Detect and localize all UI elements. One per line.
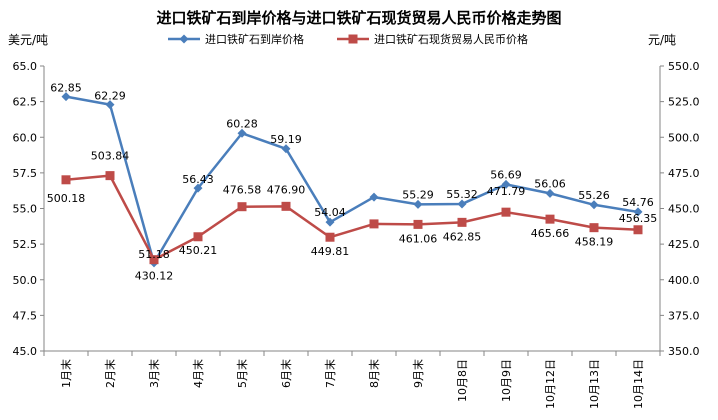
series-1-data-label: 56.43: [182, 173, 214, 186]
series-1-data-label: 55.29: [402, 188, 434, 201]
x-tick-label: 10月8日: [456, 359, 469, 402]
series-2-point: [413, 219, 423, 229]
series-1-point: [501, 179, 511, 189]
series-1-point: [325, 217, 335, 227]
y-tick-left-label: 65.0: [13, 60, 38, 73]
legend-item-series-2: 进口铁矿石现货贸易人民币价格: [337, 32, 528, 46]
y-tick-right-label: 525.0: [668, 96, 700, 109]
series-2-point: [457, 217, 467, 227]
series-2-point: [545, 214, 555, 224]
x-tick-label: 10月13日: [588, 359, 601, 409]
series-1-point: [105, 100, 115, 110]
y-tick-left-label: 52.5: [13, 238, 38, 251]
series-1-point: [457, 199, 467, 209]
series-2-point: [237, 202, 247, 212]
series-2-data-label: 500.18: [47, 192, 86, 205]
x-tick-label: 2月末: [103, 359, 117, 388]
x-tick-label: 1月末: [59, 359, 73, 388]
series-2-point: [149, 255, 159, 265]
series-2-point: [193, 232, 203, 242]
y-tick-left-label: 60.0: [13, 131, 38, 144]
x-tick-label: 6月末: [279, 359, 293, 388]
x-tick-label: 4月末: [191, 359, 205, 388]
axes: 45.0 350.0 47.5 375.0 50.0 400.0 52.5 425.0 55.0…: [13, 60, 700, 409]
series-1-data-label: 62.85: [50, 82, 82, 95]
series-2-point: [633, 225, 643, 235]
y-tick-right-label: 425.0: [668, 238, 700, 251]
y-tick-right-label: 350.0: [668, 345, 700, 358]
series-1-line: [65, 95, 639, 265]
series-2-data-label: 450.21: [179, 244, 218, 257]
x-tick-label: 10月9日: [500, 359, 513, 402]
series-lines: [61, 92, 643, 268]
series-1-point: [589, 200, 599, 210]
series-1-data-label: 55.26: [578, 189, 610, 202]
series-1-point: [237, 128, 247, 138]
series-1-data-label: 51.18: [138, 248, 170, 261]
series-1-data-label: 56.69: [490, 168, 522, 181]
series-1-data-label: 59.19: [270, 133, 302, 146]
series-2-data-label: 430.12: [135, 270, 174, 283]
right-axis-unit: 元/吨: [648, 33, 676, 47]
left-axis-unit: 美元/吨: [8, 33, 48, 47]
series-2-point: [281, 201, 291, 211]
series-2-point: [369, 219, 379, 229]
series-2-point: [325, 232, 335, 242]
legend: 进口铁矿石到岸价格 进口铁矿石现货贸易人民币价格: [168, 32, 528, 46]
data-labels: 62.85 62.29 51.18 56.43 60.28 59.19 54.04 55.29…: [47, 82, 658, 283]
series-2-data-label: 476.58: [223, 184, 262, 197]
series-1-point: [633, 207, 643, 217]
series-2-data-label: 456.35: [619, 212, 658, 225]
series-2-point: [501, 207, 511, 217]
series-1-point: [61, 92, 71, 102]
series-2-line: [65, 174, 639, 261]
y-tick-left-label: 47.5: [13, 309, 38, 322]
y-tick-right-label: 550.0: [668, 60, 700, 73]
x-tick-label: 10月12日: [544, 359, 557, 409]
y-tick-left-label: 62.5: [13, 96, 38, 109]
series-1-point: [545, 188, 555, 198]
series-2-data-label: 462.85: [443, 230, 482, 243]
legend-item-series-1: 进口铁矿石到岸价格: [168, 32, 304, 46]
series-2-data-label: 476.90: [267, 183, 306, 196]
series-1-point: [193, 183, 203, 193]
series-1-data-label: 56.06: [534, 177, 566, 190]
series-1-point: [281, 144, 291, 154]
series-2-data-label: 461.06: [399, 232, 438, 245]
series-1-data-label: 60.28: [226, 117, 258, 130]
legend-label-series-1: 进口铁矿石到岸价格: [205, 32, 304, 46]
y-tick-left-label: 50.0: [13, 274, 38, 287]
y-tick-right-label: 375.0: [668, 309, 700, 322]
series-1-data-label: 55.32: [446, 188, 478, 201]
series-2-data-label: 471.79: [487, 185, 526, 198]
y-tick-left-label: 55.0: [13, 203, 38, 216]
series-2-data-label: 458.19: [575, 236, 614, 249]
legend-label-series-2: 进口铁矿石现货贸易人民币价格: [374, 32, 528, 46]
series-2-data-label: 503.84: [91, 150, 130, 163]
series-1-data-label: 54.04: [314, 206, 346, 219]
series-1-data-label: 62.29: [94, 90, 126, 103]
x-tick-label: 9月末: [411, 359, 425, 388]
x-tick-label: 8月末: [367, 359, 381, 388]
series-2-point: [105, 171, 115, 181]
series-1-point: [369, 192, 379, 202]
y-tick-right-label: 475.0: [668, 167, 700, 180]
y-tick-right-label: 450.0: [668, 203, 700, 216]
series-2-point: [61, 175, 71, 185]
y-tick-right-label: 400.0: [668, 274, 700, 287]
x-tick-label: 7月末: [323, 359, 337, 388]
chart-title: 进口铁矿石到岸价格与进口铁矿石现货贸易人民币价格走势图: [156, 9, 561, 27]
x-tick-label: 5月末: [235, 359, 249, 388]
series-2-data-label: 449.81: [311, 245, 350, 258]
y-tick-left-label: 45.0: [13, 345, 38, 358]
x-tick-label: 10月14日: [632, 359, 645, 409]
x-tick-label: 3月末: [147, 359, 161, 388]
y-tick-right-label: 500.0: [668, 131, 700, 144]
series-1-data-label: 54.76: [622, 196, 654, 209]
series-2-data-label: 465.66: [531, 227, 570, 240]
series-2-point: [589, 223, 599, 233]
y-tick-left-label: 57.5: [13, 167, 38, 180]
series-1-point: [413, 199, 423, 209]
